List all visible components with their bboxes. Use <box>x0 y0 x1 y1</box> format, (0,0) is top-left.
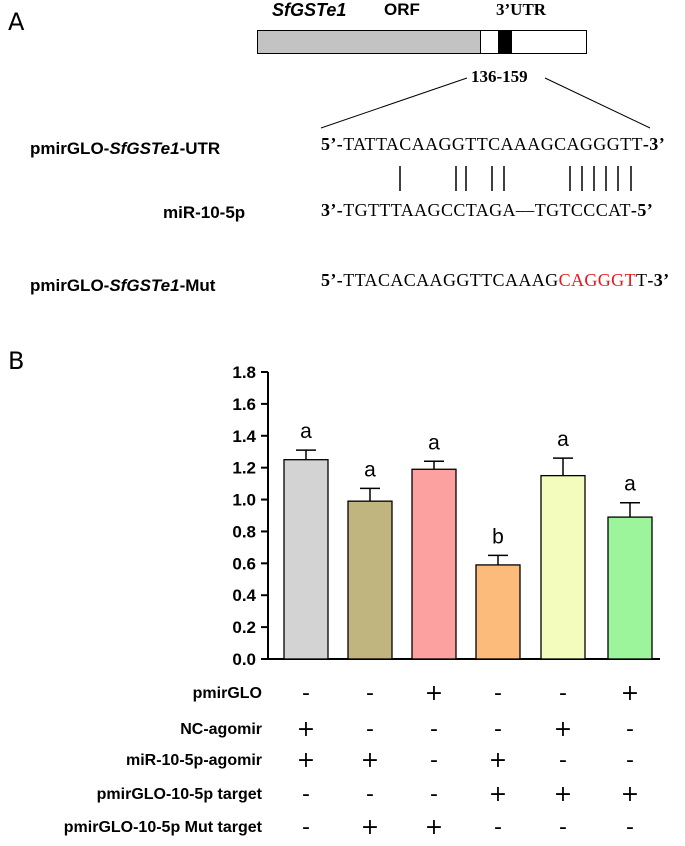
treatment-minus-mark: - <box>559 681 567 706</box>
y-tick-label: 0.0 <box>232 650 256 669</box>
bar-chart: 0.0 0.2 0.4 0.6 0.8 1.0 1.2 1.4 1.6 1.8 a a a b a a <box>232 363 660 669</box>
treatment-plus-mark: + <box>553 717 573 742</box>
significance-label: a <box>428 431 440 454</box>
treatment-label: pmirGLO <box>192 685 262 702</box>
significance-label: a <box>624 473 636 496</box>
mut-sequence: 5’-TTACACAAGGTTCAAAGCAGGGTT-3’ <box>321 270 670 290</box>
gene-label: SfGSTe1 <box>272 0 347 20</box>
y-tick-label: 0.2 <box>232 618 256 637</box>
y-tick-label: 1.0 <box>232 491 256 510</box>
panel-b-letter: B <box>8 347 25 375</box>
treatment-plus-mark: + <box>424 815 444 840</box>
y-tick-label: 0.6 <box>232 554 256 573</box>
mut-construct-label: pmirGLO-SfGSTe1-Mut <box>30 276 216 295</box>
zoom-lines <box>320 77 651 129</box>
treatment-plus-mark: + <box>620 782 640 807</box>
treatment-minus-mark: - <box>559 815 567 840</box>
treatment-minus-mark: - <box>302 681 310 706</box>
mutated-bases: CAGGGT <box>558 270 636 290</box>
treatment-minus-mark: - <box>430 717 438 742</box>
significance-label: b <box>492 525 504 548</box>
binding-site-marker <box>498 30 512 54</box>
treatment-minus-mark: - <box>626 815 634 840</box>
utr-sequence: 5’-TATTACAAGGTTCAAAGCAGGGTT-3’ <box>321 134 666 154</box>
bar <box>607 516 653 660</box>
treatment-minus-mark: - <box>626 748 634 773</box>
significance-label: a <box>300 420 312 443</box>
site-position-label: 136-159 <box>471 67 528 86</box>
bar <box>540 474 586 660</box>
treatment-plus-mark: + <box>360 815 380 840</box>
treatment-minus-mark: - <box>302 782 310 807</box>
base-pairing-lines <box>399 166 632 191</box>
treatment-minus-mark: - <box>366 717 374 742</box>
treatment-label: miR-10-5p-agomir <box>125 752 262 769</box>
significance-label: a <box>557 428 569 451</box>
bar <box>475 564 521 660</box>
treatment-minus-mark: - <box>494 681 502 706</box>
panel-a-letter: A <box>8 8 25 36</box>
treatment-minus-mark: - <box>366 681 374 706</box>
y-tick-label: 0.8 <box>232 522 256 541</box>
treatment-minus-mark: - <box>626 717 634 742</box>
mirna-sequence: 3’-TGTTTAAGCCTAGA––TGTCCCAT-5’ <box>321 200 654 220</box>
treatment-minus-mark: - <box>430 748 438 773</box>
treatment-minus-mark: - <box>430 782 438 807</box>
bar <box>411 468 457 660</box>
orf-label: ORF <box>384 0 420 19</box>
y-tick-label: 1.2 <box>232 459 256 478</box>
treatment-plus-mark: + <box>620 681 640 706</box>
y-tick-label: 1.4 <box>232 427 256 446</box>
treatment-minus-mark: - <box>494 815 502 840</box>
y-tick-label: 1.8 <box>232 363 256 382</box>
treatment-plus-mark: + <box>553 782 573 807</box>
treatment-minus-mark: - <box>302 815 310 840</box>
treatment-minus-mark: - <box>494 717 502 742</box>
treatment-label: pmirGLO-10-5p target <box>96 786 262 803</box>
utr-construct-label: pmirGLO-SfGSTe1-UTR <box>30 139 221 158</box>
y-tick-label: 1.6 <box>232 395 256 414</box>
treatment-label: NC-agomir <box>180 721 262 738</box>
utr-label: 3’UTR <box>496 0 547 19</box>
y-tick-label: 0.4 <box>232 586 256 605</box>
treatment-plus-mark: + <box>424 681 444 706</box>
utr-region <box>480 30 587 54</box>
bar <box>283 459 329 660</box>
bar <box>347 500 393 660</box>
treatment-plus-mark: + <box>488 748 508 773</box>
treatment-plus-mark: + <box>296 748 316 773</box>
significance-label: a <box>364 458 376 481</box>
mirna-label: miR-10-5p <box>163 203 246 222</box>
treatment-plus-mark: + <box>488 782 508 807</box>
treatment-minus-mark: - <box>366 782 374 807</box>
treatment-plus-mark: + <box>296 717 316 742</box>
treatment-plus-mark: + <box>360 748 380 773</box>
treatment-label: pmirGLO-10-5p Mut target <box>63 819 262 836</box>
treatment-minus-mark: - <box>559 748 567 773</box>
